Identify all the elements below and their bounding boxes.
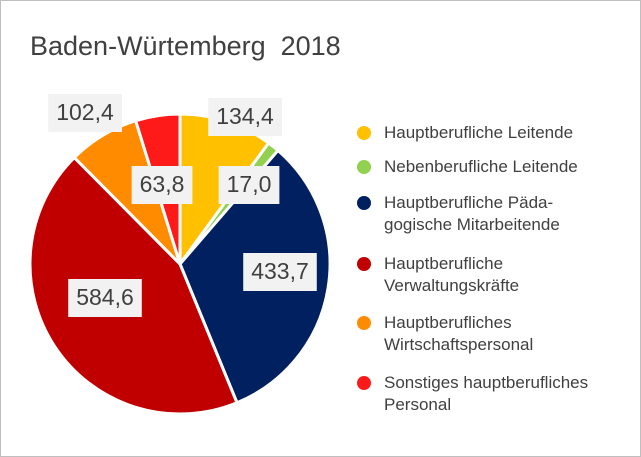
data-label: 433,7 — [251, 258, 309, 284]
data-label: 63,8 — [140, 171, 185, 197]
legend-marker — [357, 196, 371, 210]
legend-marker — [357, 376, 371, 390]
data-label-box — [218, 166, 280, 204]
legend-marker — [357, 316, 371, 330]
data-label: 17,0 — [227, 171, 272, 197]
legend-label: Hauptberufliche Leitende — [384, 123, 574, 142]
data-label: 134,4 — [216, 103, 274, 129]
data-label-box — [243, 253, 317, 291]
data-label-box — [48, 94, 122, 132]
data-label-box — [208, 98, 282, 136]
legend-marker — [357, 160, 371, 174]
legend-marker — [357, 257, 371, 271]
legend-marker — [357, 126, 371, 140]
legend-label: Hauptberufliches Wirtschaftspersonal — [384, 313, 534, 354]
legend-label: Sonstiges hauptberufliches Personal — [384, 373, 589, 414]
legend-label: Nebenberufliche Leitende — [384, 157, 578, 176]
chart-title: Baden-Würtemberg 2018 — [30, 31, 341, 61]
legend-label: Hauptberufliche Verwaltungskräfte — [384, 254, 520, 295]
data-label-box — [131, 166, 193, 204]
data-label-box — [68, 279, 142, 317]
legend-label: Hauptberufliche Päda- gogische Mitarbeit… — [384, 193, 560, 234]
data-label: 102,4 — [56, 99, 114, 125]
data-label: 584,6 — [76, 284, 134, 310]
